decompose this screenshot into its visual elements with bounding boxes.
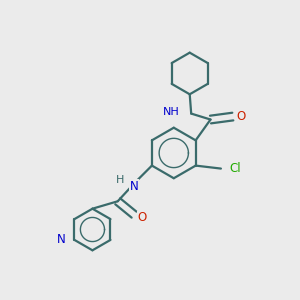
Text: O: O	[236, 110, 246, 123]
Text: O: O	[138, 211, 147, 224]
Text: H: H	[116, 175, 124, 184]
Text: Cl: Cl	[230, 162, 242, 175]
Text: N: N	[57, 233, 65, 246]
Text: N: N	[130, 180, 138, 193]
Text: NH: NH	[163, 107, 179, 117]
